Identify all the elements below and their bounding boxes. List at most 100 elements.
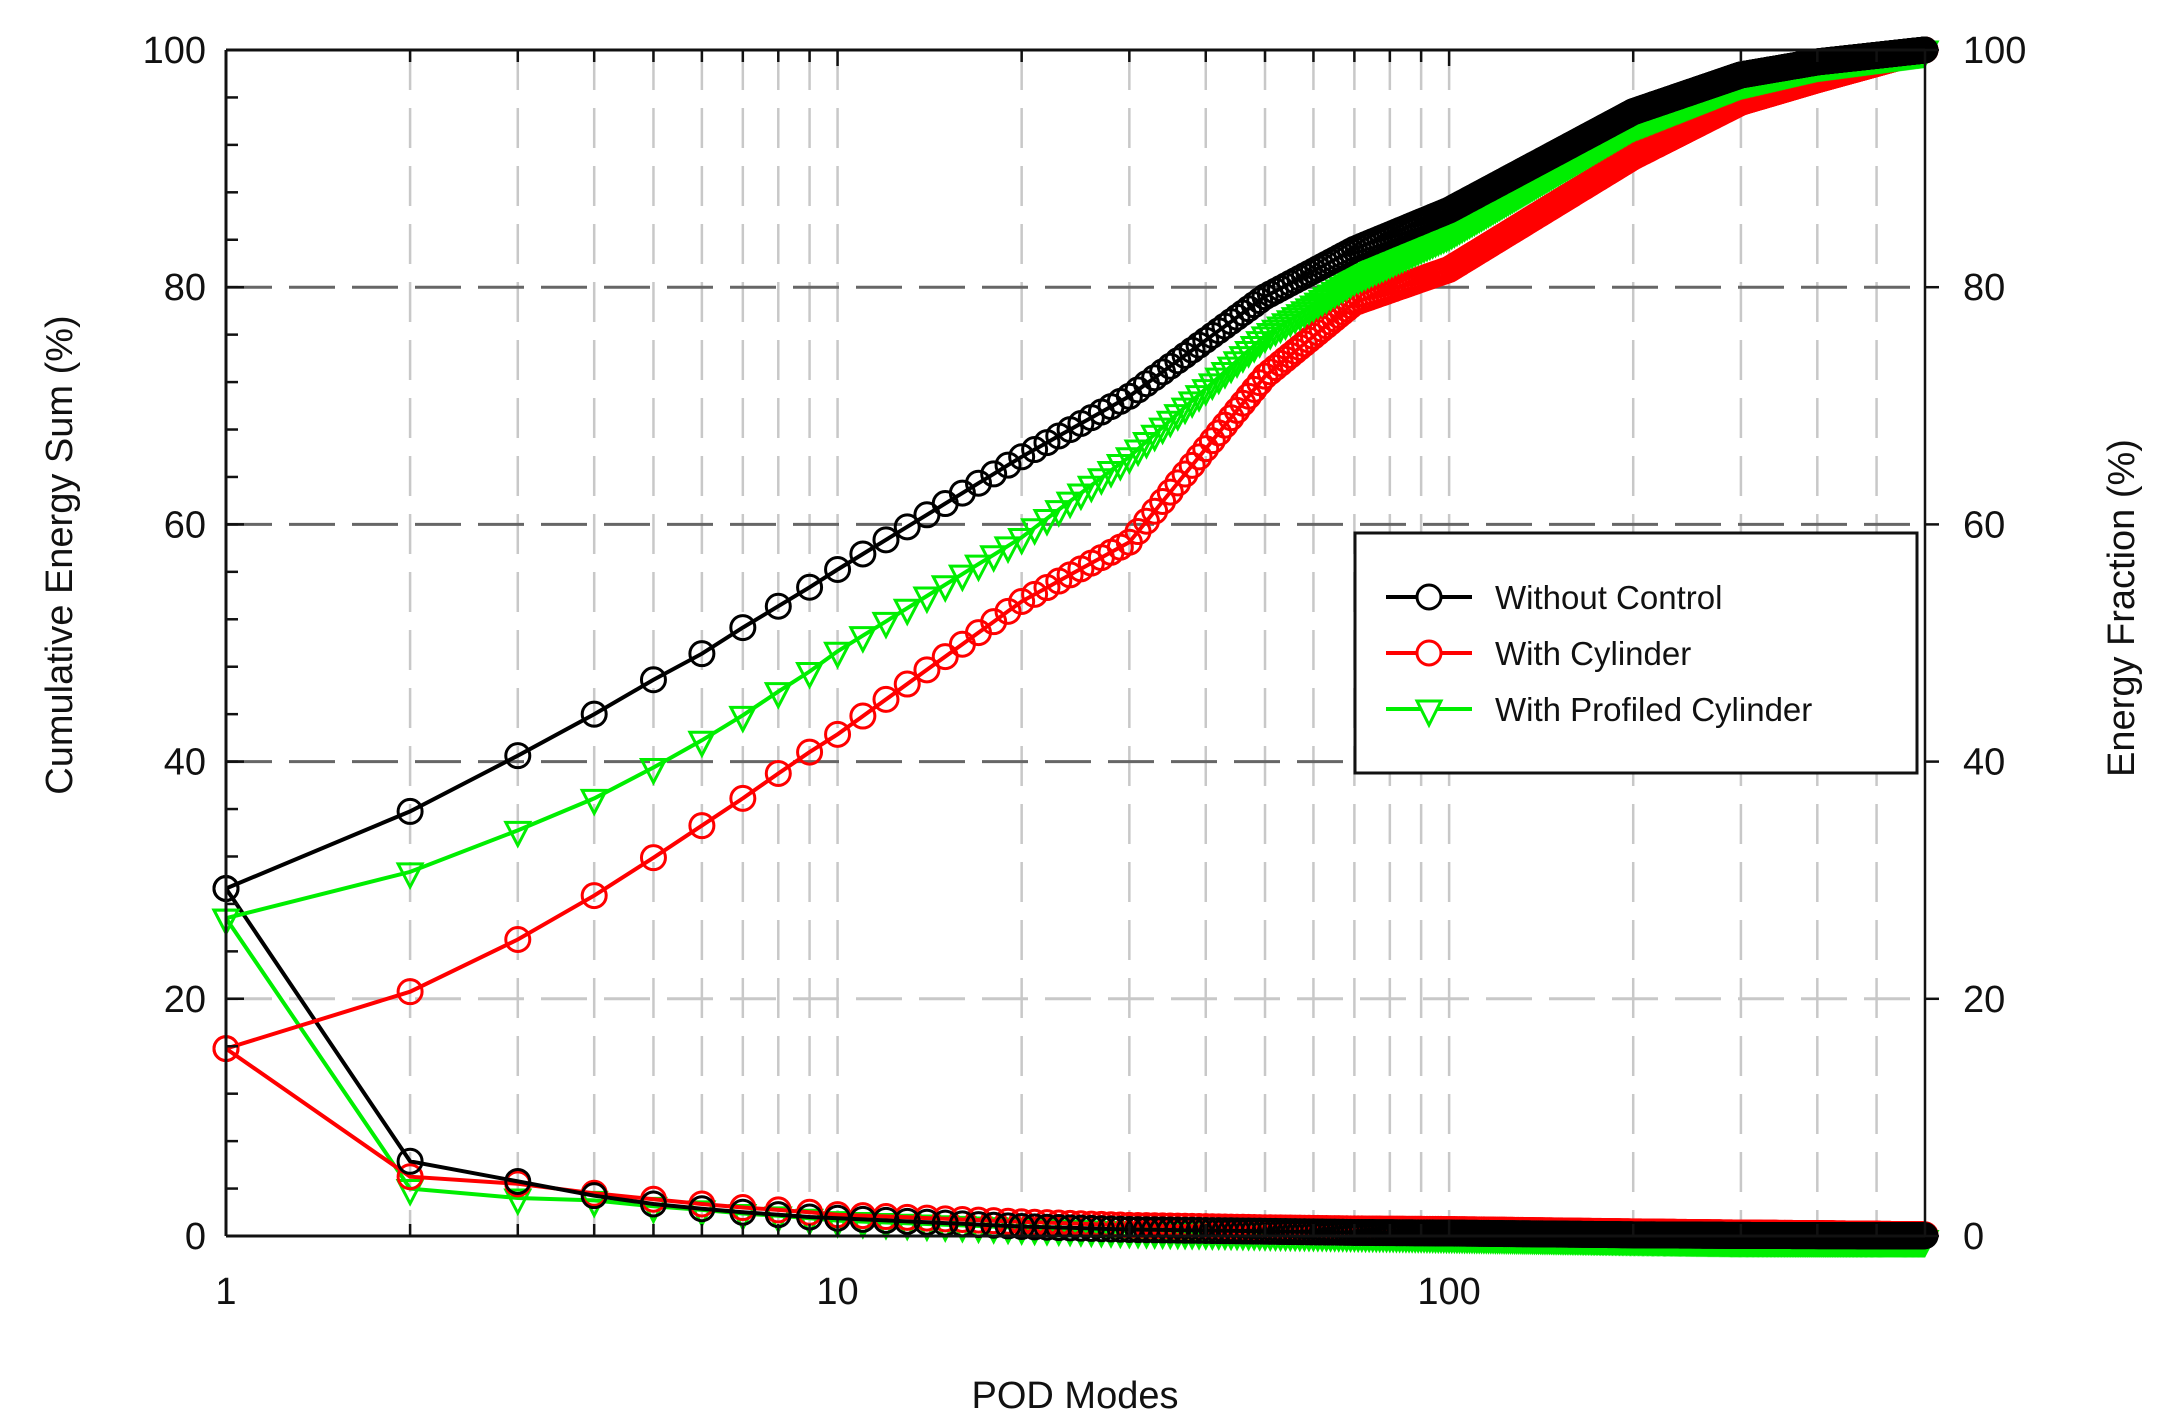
circle-marker-icon [580,1182,608,1210]
circle-marker-icon [824,720,852,748]
triangle-down-marker-icon [1234,340,1264,369]
circle-marker-icon [729,1198,757,1226]
circle-marker-icon [1115,382,1143,410]
circle-marker-icon [1156,1216,1184,1244]
circle-marker-icon [504,742,532,770]
circle-marker-icon [1192,435,1220,463]
triangle-down-marker-icon [1184,385,1214,413]
legend-label: Without Control [1495,579,1722,616]
y-tick-label-left: 40 [164,742,206,784]
data-series [211,36,1940,1258]
circle-marker-icon [994,1212,1022,1240]
circle-marker-icon [913,1208,941,1236]
y-tick-label-left: 100 [143,30,206,72]
circle-marker-icon [893,1207,921,1235]
circle-marker-icon [688,640,716,668]
x-tick-label: 1 [215,1271,236,1313]
y-axis-title-right: Energy Fraction (%) [2101,439,2143,777]
circle-marker-icon [764,759,792,787]
circle-marker-icon [872,526,900,554]
circle-marker-icon [764,1201,792,1229]
circle-marker-icon [1185,443,1213,471]
circle-marker-icon [1178,451,1206,479]
circle-marker-icon [1415,639,1443,667]
circle-marker-icon [1415,583,1443,611]
triangle-down-marker-icon [579,788,609,817]
circle-marker-icon [1008,443,1036,471]
triangle-down-marker-icon [1076,475,1106,504]
circle-marker-icon [796,573,824,601]
triangle-down-marker-icon [1216,356,1246,385]
triangle-down-marker-icon [763,682,793,710]
circle-marker-icon [1087,1215,1115,1243]
legend-item-without-control: Without Control [1386,579,1722,616]
circle-marker-icon [872,1206,900,1234]
circle-marker-icon [504,1167,532,1195]
circle-marker-icon [980,460,1008,488]
circle-marker-icon [964,469,992,497]
y-tick-label-right: 60 [1963,504,2005,546]
triangle-down-marker-icon [1044,500,1074,528]
circle-marker-icon [994,597,1022,625]
circle-marker-icon [504,926,532,953]
triangle-down-marker-icon [1414,699,1444,729]
triangle-down-marker-icon [892,598,922,627]
circle-marker-icon [688,812,716,840]
legend-label: With Cylinder [1495,635,1691,672]
triangle-down-marker-icon [503,1188,533,1217]
y-tick-label-right: 80 [1963,267,2005,309]
y-tick-label-right: 100 [1963,30,2026,72]
triangle-down-marker-icon [1197,373,1227,402]
triangle-down-marker-icon [395,862,425,891]
circle-marker-icon [1156,478,1184,506]
legend: Without Control With Cylinder With Profi… [1353,531,1919,775]
triangle-down-marker-icon [1228,346,1258,374]
triangle-down-marker-icon [1239,335,1269,364]
circle-marker-icon [849,540,877,568]
circle-marker-icon [764,592,792,620]
circle-marker-icon [1097,1215,1125,1243]
circle-marker-icon [396,1163,424,1191]
y-tick-label-left: 60 [164,504,206,546]
triangle-down-marker-icon [395,1179,425,1207]
circle-marker-icon [913,656,941,684]
triangle-down-marker-icon [1336,271,1366,300]
circle-marker-icon [849,1205,877,1233]
circle-marker-icon [893,670,921,698]
legend-label: With Profiled Cylinder [1495,691,1812,728]
triangle-down-marker-icon [503,820,533,849]
circle-marker-icon [580,882,608,910]
circle-marker-icon [1056,1214,1084,1242]
triangle-down-marker-icon [930,575,960,603]
circle-marker-icon [1171,341,1199,369]
triangle-down-marker-icon [947,564,977,593]
circle-marker-icon [1171,1216,1199,1244]
triangle-down-marker-icon [1032,508,1062,537]
circle-marker-icon [396,978,424,1006]
triangle-down-marker-icon [1007,527,1037,556]
triangle-down-marker-icon [687,730,717,759]
triangle-down-marker-icon [964,554,993,583]
triangle-down-marker-icon [1222,351,1252,380]
triangle-down-marker-icon [1191,379,1221,407]
circle-marker-icon [729,614,757,642]
circle-marker-icon [1045,1214,1073,1242]
tick-labels: 0 0 20 20 40 40 60 60 80 80 100 100 1 10 100 [143,30,2027,1313]
circle-marker-icon [849,702,877,730]
circle-marker-icon [396,797,424,825]
triangle-down-marker-icon [1339,269,1369,298]
circle-marker-icon [396,1147,424,1175]
circle-marker-icon [1164,469,1192,497]
circle-marker-icon [1008,587,1036,615]
circle-marker-icon [796,738,824,766]
circle-marker-icon [893,513,921,541]
circle-marker-icon [824,555,852,583]
circle-marker-icon [639,666,667,694]
y-tick-label-left: 20 [164,979,206,1021]
circle-marker-icon [639,844,667,872]
circle-marker-icon [1185,1216,1213,1244]
triangle-down-marker-icon [1066,483,1096,512]
circle-marker-icon [1106,1215,1134,1243]
circle-marker-icon [1141,497,1169,525]
axes [224,48,1939,1238]
